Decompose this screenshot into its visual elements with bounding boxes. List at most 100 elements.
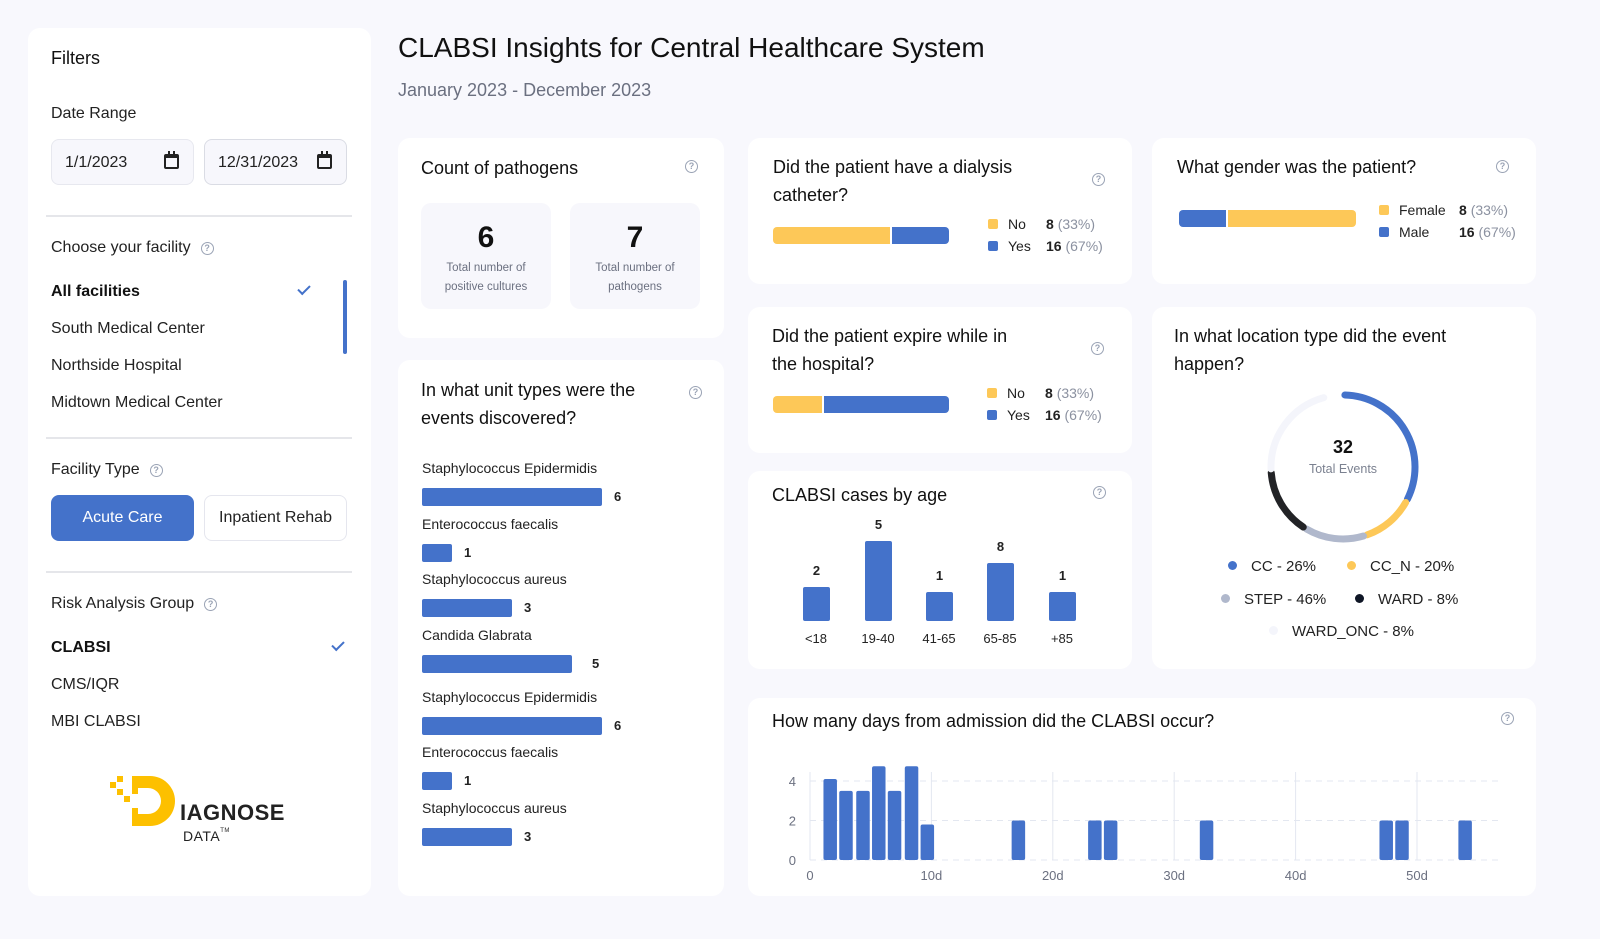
bar-value: 3: [524, 829, 532, 844]
risk-option-cms-iqr[interactable]: CMS/IQR: [51, 676, 120, 693]
divider: [46, 215, 352, 217]
bar-value: 2: [812, 563, 821, 578]
card-title: CLABSI cases by age: [772, 485, 948, 505]
start-date-input[interactable]: 1/1/2023: [51, 139, 194, 185]
facility-type-label: Facility Type?: [51, 461, 163, 479]
histogram-bar: [1103, 820, 1118, 860]
legend-male: Male 16 (67%): [1379, 224, 1516, 240]
card-title: Count of pathogens: [421, 158, 579, 178]
legend-dot: [1355, 594, 1364, 603]
histogram-bar: [823, 779, 837, 860]
bar: [422, 544, 452, 562]
gender-split-bar: [1179, 210, 1356, 227]
checkmark-icon: [331, 637, 345, 652]
legend-no: No 8 (33%): [988, 216, 1095, 232]
legend-swatch: [988, 219, 998, 229]
category-label: 65-85: [983, 631, 1017, 646]
facility-list-scrollbar[interactable]: [343, 280, 347, 354]
histogram-bar: [1379, 820, 1393, 860]
age-bar: [1049, 592, 1076, 621]
bar: [422, 655, 572, 673]
inpatient-rehab-button[interactable]: Inpatient Rehab: [204, 495, 347, 541]
checkmark-icon: [297, 281, 311, 296]
facility-option-northside[interactable]: Northside Hospital: [51, 357, 182, 374]
facility-option-south[interactable]: South Medical Center: [51, 320, 205, 337]
histogram-bar: [920, 824, 935, 860]
y-tick-label: 0: [789, 853, 796, 868]
card-title: Did the patient have a dialysis catheter…: [773, 157, 1013, 205]
facility-type-label-text: Facility Type: [51, 461, 140, 478]
bar-value: 8: [996, 539, 1005, 554]
days-histogram: 0 2 4 0 10d 20d 30d 40d 50d: [789, 766, 1500, 883]
divider: [46, 437, 352, 439]
bar-label: Enterococcus faecalis: [422, 744, 559, 760]
legend-ward-onc: WARD_ONC - 8%: [1269, 623, 1414, 640]
page-title: CLABSI Insights for Central Healthcare S…: [398, 32, 985, 63]
filters-title: Filters: [51, 48, 100, 68]
help-icon[interactable]: ?: [149, 464, 163, 477]
diagnose-data-logo: IAGNOSE DATATM: [110, 776, 290, 846]
donut-slice-cc-n: [1363, 498, 1410, 539]
help-icon[interactable]: ?: [689, 386, 702, 399]
bar-value: 5: [592, 656, 600, 671]
bar-value: 1: [464, 773, 472, 788]
help-icon[interactable]: ?: [1496, 160, 1509, 173]
days-card: How many days from admission did the CLA…: [748, 698, 1536, 896]
calendar-icon[interactable]: [164, 151, 179, 169]
divider: [46, 571, 352, 573]
help-icon[interactable]: ?: [1501, 712, 1514, 725]
bar-label: Staphylococcus aureus: [422, 800, 567, 816]
stat-value: 6: [477, 221, 495, 254]
risk-option-mbi-clabsi[interactable]: MBI CLABSI: [51, 713, 141, 730]
help-icon[interactable]: ?: [1093, 486, 1106, 499]
legend-dot: [1228, 561, 1237, 570]
card-title: Did the patient expire while in the hosp…: [772, 326, 1008, 374]
expire-split-bar: [773, 396, 949, 413]
donut-slice-step: [1302, 525, 1367, 543]
segment-female: [1228, 210, 1356, 227]
legend-dot: [1269, 626, 1278, 635]
risk-option-clabsi[interactable]: CLABSI: [51, 639, 111, 656]
x-tick-label: 30d: [1163, 868, 1185, 883]
end-date-input[interactable]: 12/31/2023: [204, 139, 347, 185]
help-icon[interactable]: ?: [200, 242, 214, 255]
dialysis-split-bar: [773, 227, 949, 244]
legend-yes: Yes 16 (67%): [987, 407, 1102, 423]
age-bar: [803, 587, 830, 621]
bar-value: 1: [1058, 568, 1067, 583]
acute-care-button[interactable]: Acute Care: [51, 495, 194, 541]
positive-cultures-stat: 6 Total number of positive cultures: [421, 203, 551, 309]
bar-label: Staphylococcus aureus: [422, 571, 567, 587]
age-card: CLABSI cases by age ? 2 <18 5 19-40 1 41-65 8 6…: [748, 471, 1132, 669]
histogram-bar: [1011, 820, 1026, 860]
y-tick-label: 2: [789, 814, 796, 829]
help-icon[interactable]: ?: [1092, 173, 1105, 186]
legend-swatch: [988, 241, 998, 251]
location-card: In what location type did the event happ…: [1152, 307, 1536, 669]
legend-female: Female 8 (33%): [1379, 202, 1508, 218]
help-icon[interactable]: ?: [685, 160, 698, 173]
age-bar: [865, 541, 892, 621]
age-bar: [926, 592, 953, 621]
donut-total-label: Total Events: [1308, 462, 1378, 476]
bar-value: 1: [464, 545, 472, 560]
calendar-icon[interactable]: [317, 151, 332, 169]
facility-option-midtown[interactable]: Midtown Medical Center: [51, 394, 223, 411]
gender-card: What gender was the patient? ? Female 8 (…: [1152, 138, 1536, 284]
histogram-bar: [904, 766, 919, 860]
help-icon[interactable]: ?: [204, 598, 218, 611]
facility-option-all[interactable]: All facilities: [51, 283, 140, 300]
category-label: 41-65: [922, 631, 956, 646]
facility-label-text: Choose your facility: [51, 239, 191, 256]
histogram-bar: [1395, 820, 1409, 860]
legend-cc-n: CC_N - 20%: [1347, 558, 1454, 575]
donut-slice-ward-onc: [1267, 394, 1328, 473]
legend-dot: [1221, 594, 1230, 603]
bar-value: 3: [524, 600, 532, 615]
legend-no: No 8 (33%): [987, 385, 1094, 401]
date-range-label: Date Range: [51, 105, 137, 122]
segment-no: [773, 396, 822, 413]
help-icon[interactable]: ?: [1091, 342, 1104, 355]
category-label: <18: [804, 631, 828, 646]
pathogens-stat: 7 Total number of pathogens: [570, 203, 700, 309]
